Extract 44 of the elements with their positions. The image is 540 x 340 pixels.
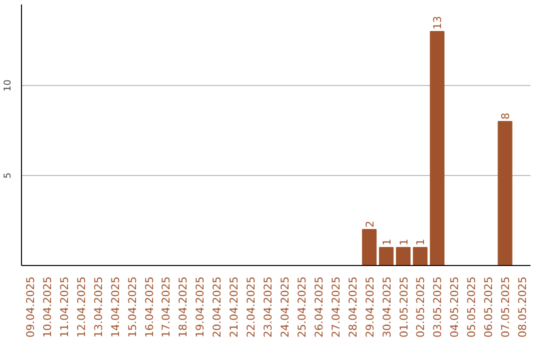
x-tick-label: 08.05.2025 [516, 276, 530, 338]
bar [412, 247, 428, 266]
x-tick-label: 14.04.2025 [108, 276, 122, 338]
x-tick-label: 01.05.2025 [397, 276, 410, 338]
x-tick-label: 16.04.2025 [142, 276, 156, 338]
data-label: 1 [397, 238, 410, 246]
x-tick-label: 13.04.2025 [92, 276, 105, 338]
x-tick-label: 24.04.2025 [278, 276, 292, 338]
x-tick-label: 18.04.2025 [176, 276, 190, 338]
x-tick-label: 21.04.2025 [228, 276, 241, 338]
x-tick-label: 06.05.2025 [482, 276, 496, 338]
bar [498, 121, 512, 266]
y-tick-label: 10 [2, 80, 14, 92]
data-label: 1 [414, 238, 428, 246]
x-tick-label: 19.04.2025 [194, 276, 207, 338]
data-label: 13 [431, 16, 444, 30]
x-tick-label: 20.04.2025 [210, 276, 224, 338]
x-tick-label: 07.05.2025 [499, 276, 512, 338]
bar [378, 247, 394, 266]
x-tick-label: 30.04.2025 [380, 276, 394, 338]
x-tick-label: 03.05.2025 [431, 276, 444, 338]
x-tick-label: 15.04.2025 [126, 276, 139, 338]
x-tick-label: 22.04.2025 [244, 276, 258, 338]
x-tick-label: 09.04.2025 [24, 276, 37, 338]
x-tick-label: 04.05.2025 [448, 276, 462, 338]
x-tick-label: 05.05.2025 [465, 276, 478, 338]
x-tick-label: 17.04.2025 [160, 276, 173, 338]
bar [362, 229, 377, 266]
x-tick-label: 23.04.2025 [262, 276, 275, 338]
x-tick-label: 12.04.2025 [74, 276, 88, 338]
data-label: 1 [380, 238, 394, 246]
x-tick-label: 27.04.2025 [329, 276, 342, 338]
x-tick-label: 02.05.2025 [414, 276, 428, 338]
bar [430, 31, 444, 266]
x-tick-label: 11.04.2025 [58, 276, 71, 338]
x-tick-label: 25.04.2025 [295, 276, 308, 338]
bar [396, 247, 411, 266]
data-label: 2 [363, 220, 376, 228]
x-tick-label: 26.04.2025 [312, 276, 326, 338]
x-tick-label: 10.04.2025 [40, 276, 54, 338]
x-tick-label: 28.04.2025 [346, 276, 360, 338]
data-label: 8 [499, 112, 512, 120]
x-tick-label: 29.04.2025 [363, 276, 376, 338]
y-tick-label: 5 [2, 172, 14, 178]
